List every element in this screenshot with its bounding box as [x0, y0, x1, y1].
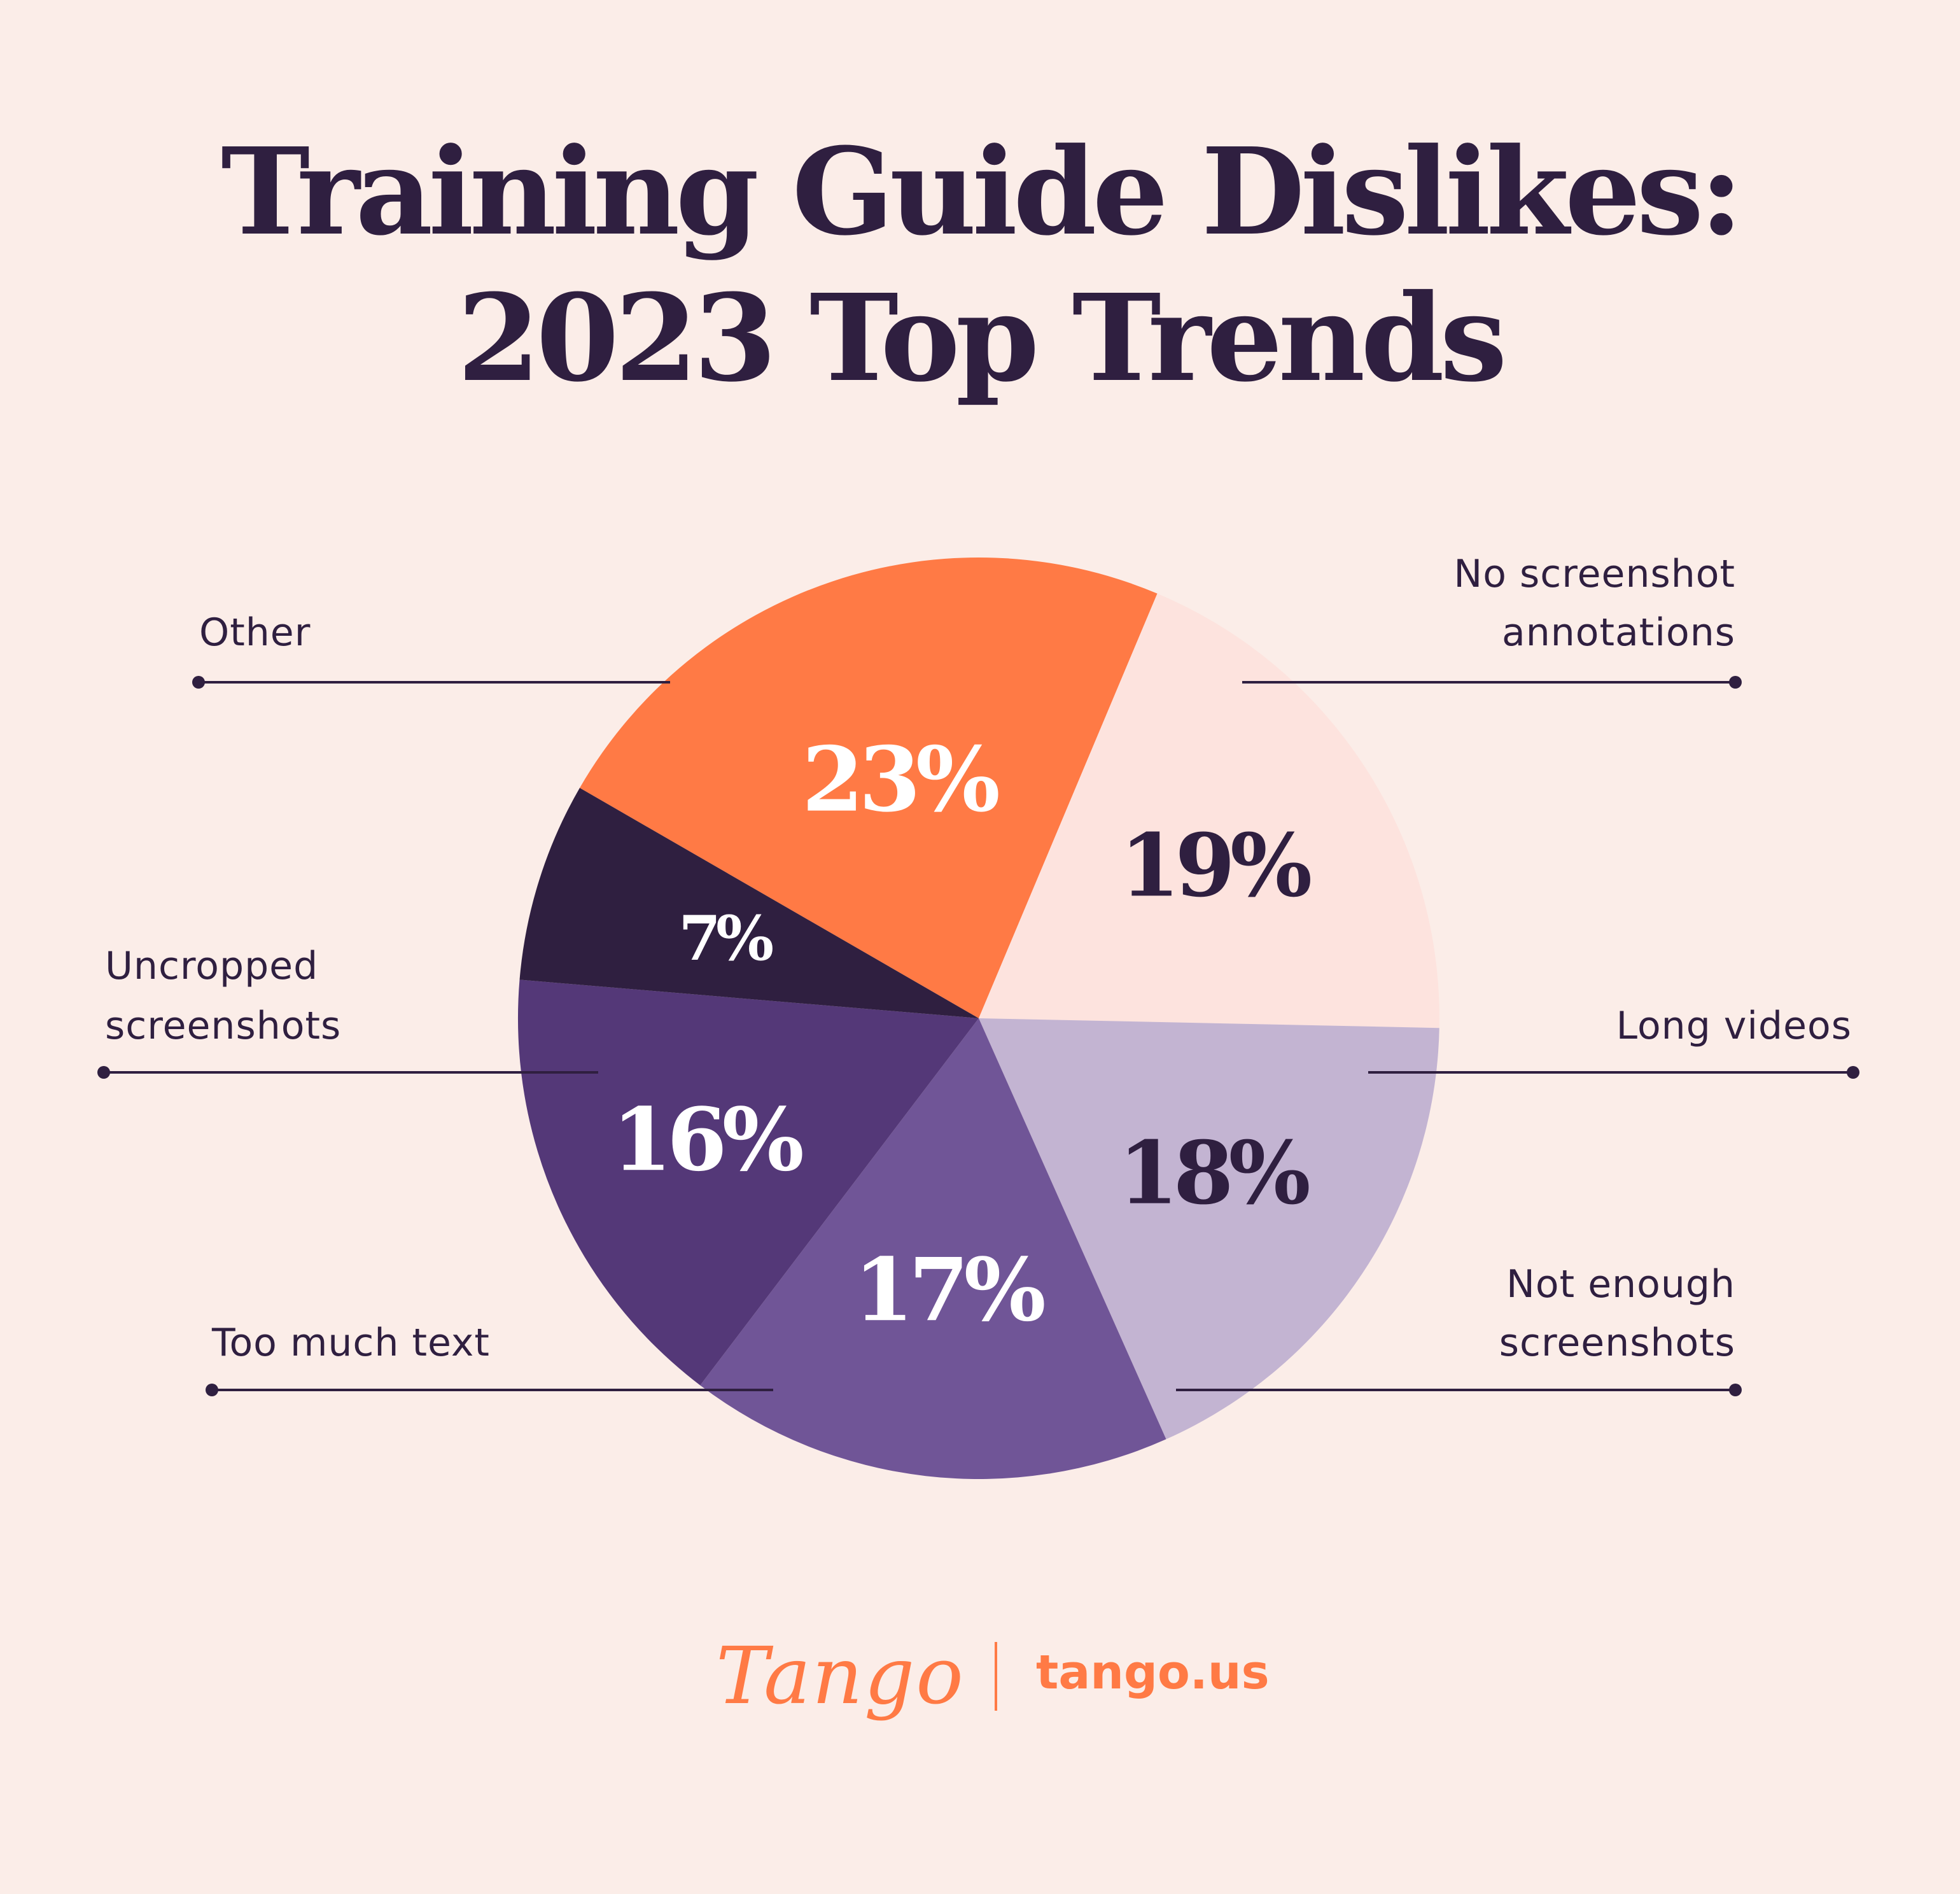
- footer-divider: [995, 1642, 997, 1711]
- callout-dot: [97, 1066, 110, 1079]
- chart-title-line-1: Training Guide Dislikes:: [221, 122, 1744, 262]
- callout-other: Other: [192, 610, 670, 689]
- callout-dot: [1847, 1066, 1859, 1079]
- callout-dot: [206, 1384, 218, 1396]
- callout-label: screenshots: [1499, 1321, 1735, 1365]
- callout-too-much-text: Too much text: [206, 1321, 773, 1396]
- pie-slice-long-videos: [979, 593, 1439, 1028]
- pie-value-label-too-much-text: 17%: [853, 1239, 1044, 1341]
- callout-label: Long videos: [1616, 1004, 1852, 1048]
- tango-logo[interactable]: Tango: [716, 1631, 965, 1722]
- chart-title-line-2: 2023 Top Trends: [457, 268, 1507, 409]
- percent-labels: 23% 19% 18% 17% 16% 7%: [612, 728, 1315, 1342]
- pie-value-label-other: 7%: [678, 902, 773, 974]
- pie-value-label-no-screenshot-annotations: 23%: [802, 728, 998, 832]
- callout-label: screenshots: [105, 1004, 341, 1048]
- pie-slice-not-enough-screenshots: [979, 1018, 1439, 1440]
- callout-label: Uncropped: [105, 944, 318, 988]
- pie-slice-uncropped-screenshots: [517, 979, 979, 1385]
- callout-label: annotations: [1502, 610, 1735, 655]
- callout-dot: [1729, 676, 1742, 689]
- pie-slices: [517, 558, 1439, 1479]
- callout-label: Not enough: [1506, 1262, 1735, 1307]
- callout-dot: [192, 676, 205, 689]
- pie-value-label-long-videos: 19%: [1120, 815, 1310, 916]
- footer-url-link[interactable]: tango.us: [1036, 1645, 1270, 1700]
- callout-uncropped-screenshots: Uncropped screenshots: [97, 944, 598, 1079]
- pie-slice-no-screenshot-annotations: [580, 558, 1158, 1018]
- callout-label: Too much text: [211, 1321, 490, 1365]
- callout-no-screenshot-annotations: No screenshot annotations: [1242, 552, 1742, 689]
- callout-not-enough-screenshots: Not enough screenshots: [1176, 1262, 1742, 1396]
- callout-label: Other: [199, 610, 311, 655]
- pie-slice-too-much-text: [700, 1018, 1166, 1479]
- callout-long-videos: Long videos: [1368, 1004, 1859, 1079]
- footer: Tango tango.us: [0, 1617, 1960, 1744]
- callouts: No screenshot annotations Long videos Not e…: [97, 552, 1859, 1396]
- pie-value-label-uncropped-screenshots: 16%: [612, 1089, 802, 1191]
- callout-label: No screenshot: [1453, 552, 1735, 596]
- pie-value-label-not-enough-screenshots: 18%: [1118, 1123, 1308, 1224]
- pie-slice-other: [519, 788, 979, 1018]
- callout-dot: [1729, 1384, 1742, 1396]
